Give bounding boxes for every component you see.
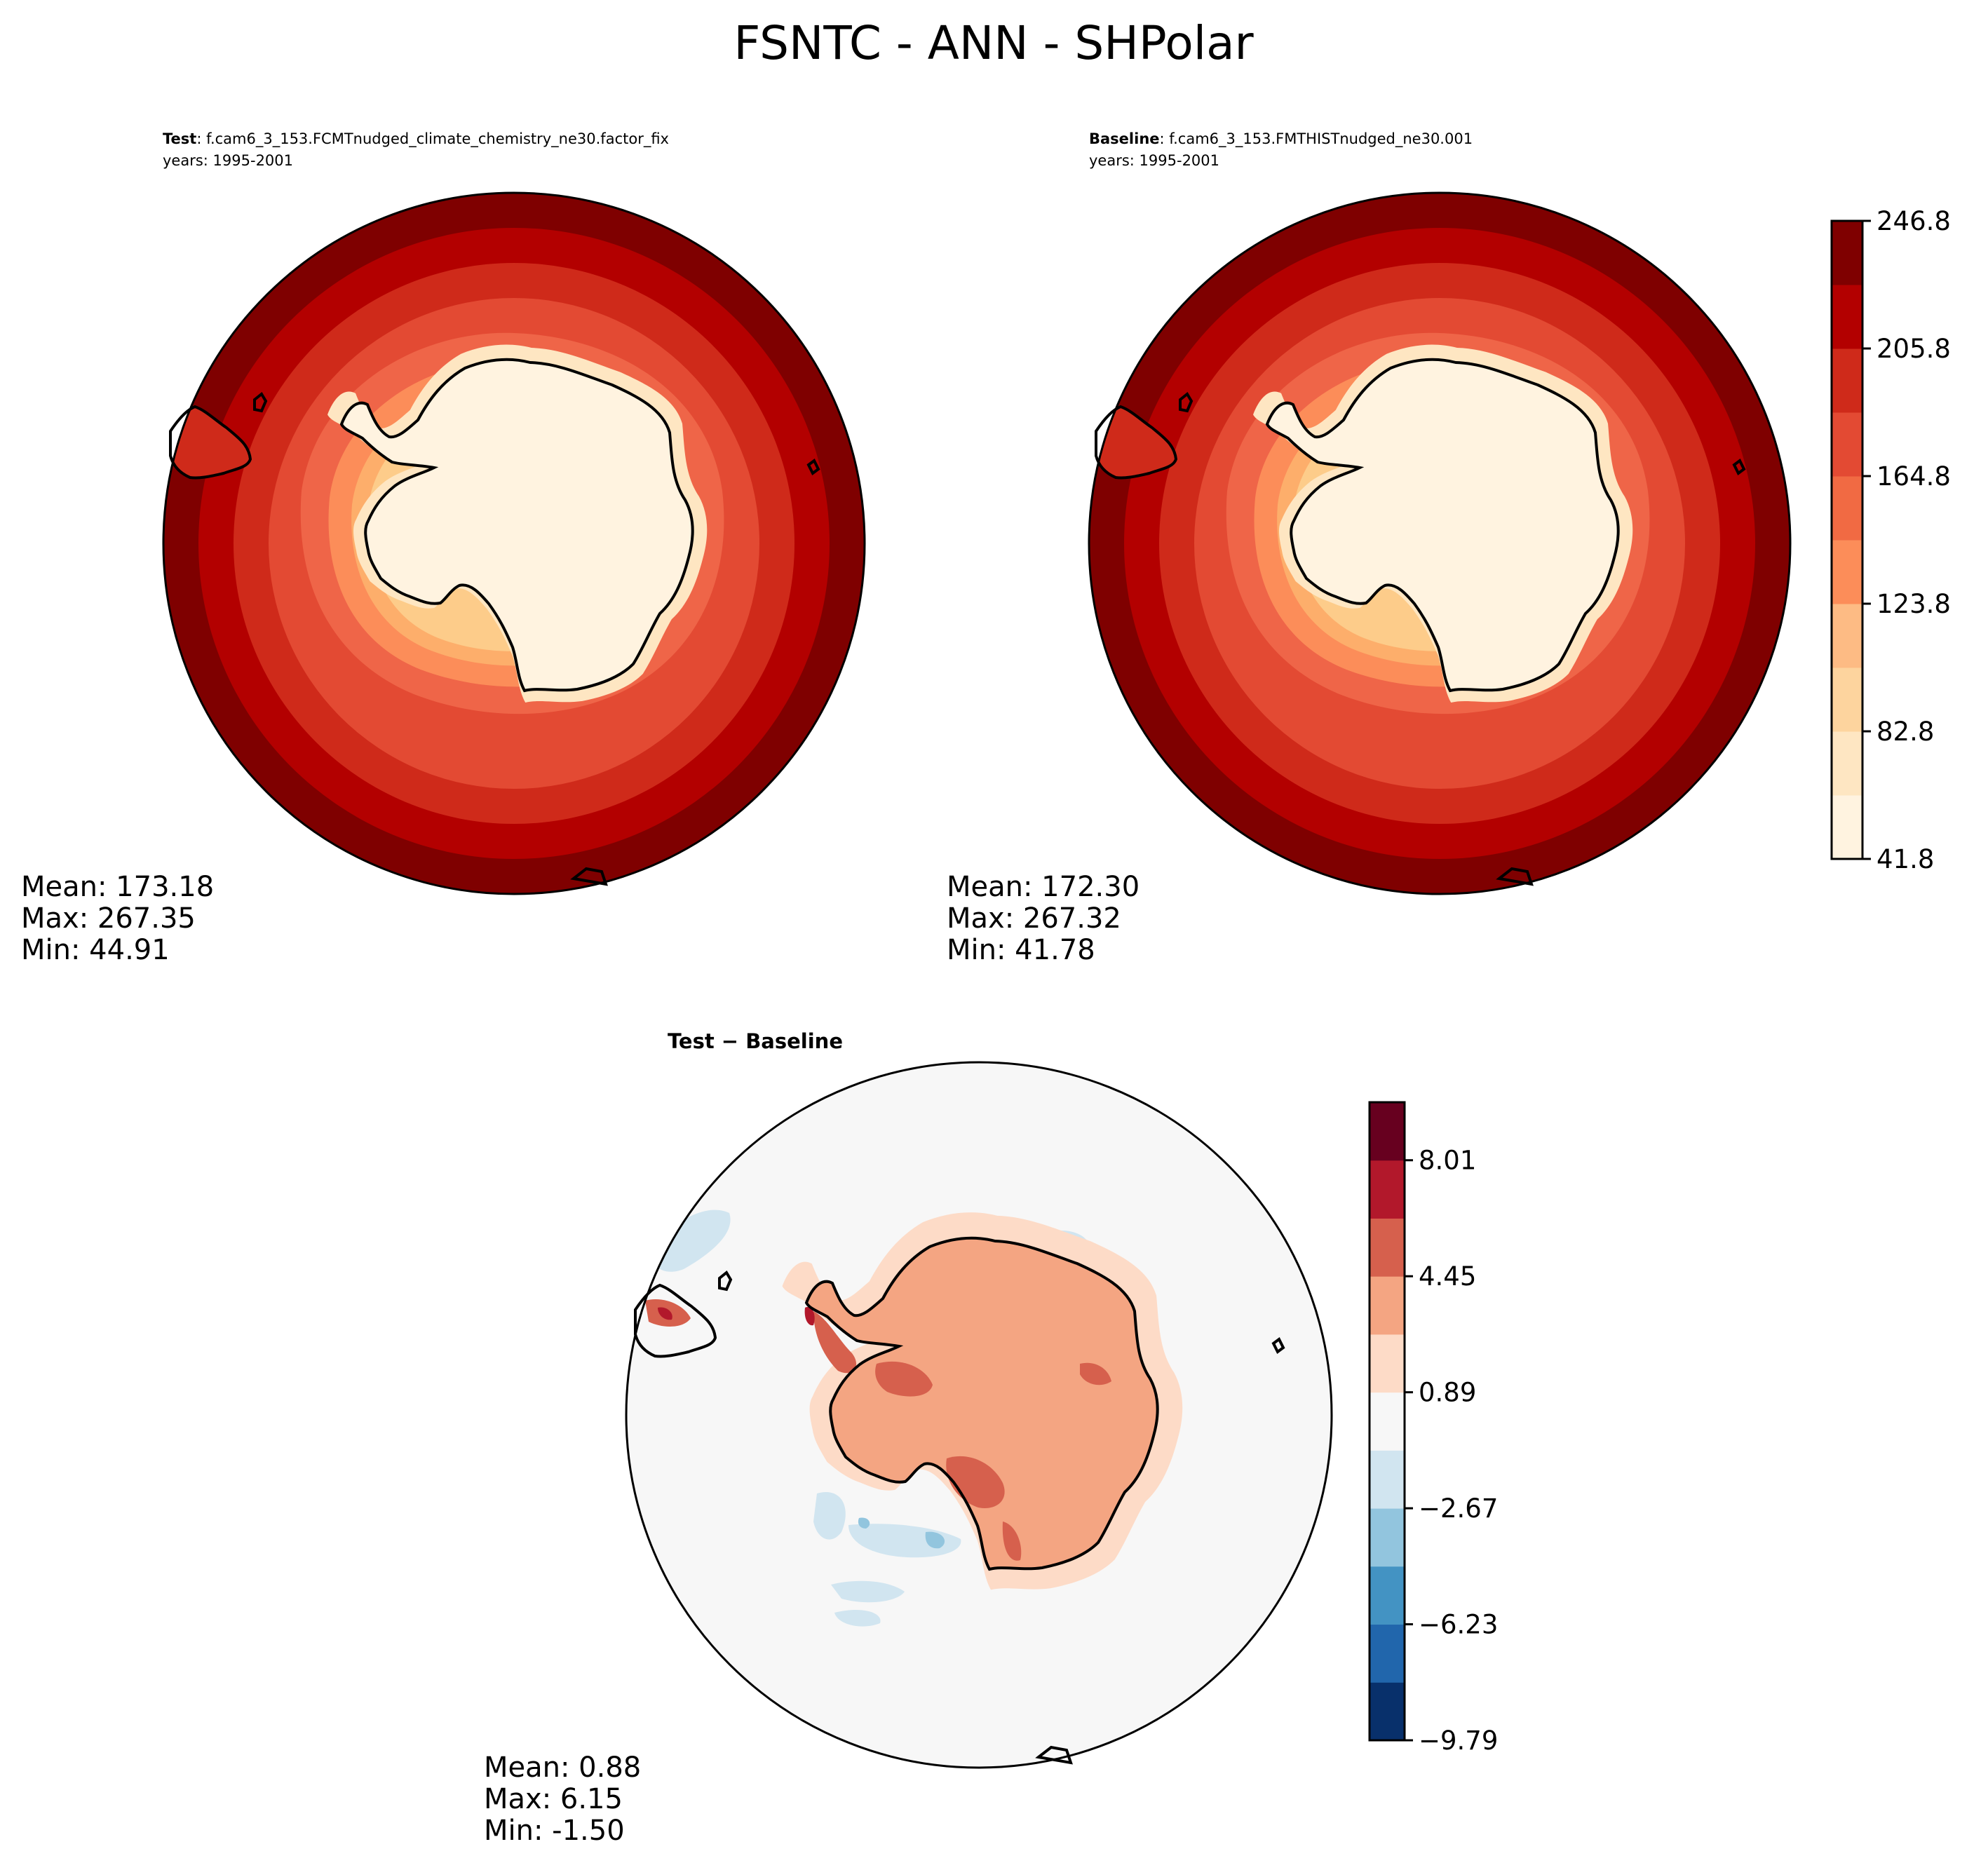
difference-map [626, 1062, 1332, 1768]
difference-colorbar-tick-label: 0.89 [1419, 1378, 1476, 1408]
test-label-name: : f.cam6_3_153.FCMTnudged_climate_chemis… [196, 130, 669, 148]
baseline-colorbar-swatch [1832, 668, 1862, 732]
difference-colorbar-swatch [1370, 1566, 1405, 1625]
baseline-label: Baseline: f.cam6_3_153.FMTHISTnudged_ne3… [1089, 130, 1473, 148]
difference-colorbar: −9.79 −6.23 −2.67 0.89 4.45 8.01 [1368, 1101, 1498, 1756]
baseline-colorbar-swatch [1832, 476, 1862, 541]
test-label-bold: Test [163, 130, 196, 147]
difference-colorbar-swatch [1370, 1392, 1405, 1451]
baseline-colorbar-swatch [1832, 604, 1862, 668]
baseline-colorbar-swatch [1832, 221, 1862, 285]
baseline-years: years: 1995-2001 [1089, 152, 1219, 169]
panel-baseline: Baseline: f.cam6_3_153.FMTHISTnudged_ne3… [947, 130, 1951, 966]
difference-max: Max: 6.15 [484, 1783, 623, 1815]
difference-colorbar-frame [1368, 1101, 1406, 1742]
baseline-map-frame [1088, 191, 1792, 895]
baseline-colorbar-tick-label: 82.8 [1877, 717, 1934, 747]
test-years: years: 1995-2001 [163, 152, 293, 169]
difference-colorbar-tick-label: −6.23 [1419, 1610, 1498, 1640]
baseline-colorbar-swatch [1832, 731, 1862, 796]
difference-colorbar-swatch [1370, 1624, 1405, 1683]
baseline-colorbar: 41.8 82.8 123.8 164.8 205.8 246.8 [1830, 206, 1951, 874]
difference-colorbar-swatch [1370, 1102, 1405, 1161]
test-map-frame [162, 191, 866, 895]
figure-title: FSNTC - ANN - SHPolar [733, 16, 1254, 70]
baseline-colorbar-tick-label: 123.8 [1877, 589, 1951, 619]
baseline-colorbar-swatch [1832, 540, 1862, 604]
difference-colorbar-swatch [1370, 1682, 1405, 1741]
baseline-mean: Mean: 172.30 [947, 871, 1140, 903]
test-map [163, 193, 865, 894]
baseline-colorbar-swatch [1832, 348, 1862, 413]
difference-title: Test − Baseline [668, 1029, 843, 1053]
difference-colorbar-tick-label: 8.01 [1419, 1146, 1476, 1176]
test-mean: Mean: 173.18 [21, 871, 214, 903]
difference-map-frame [625, 1061, 1333, 1769]
baseline-colorbar-tick-label: 164.8 [1877, 461, 1951, 492]
baseline-colorbar-swatch [1832, 285, 1862, 349]
test-min: Min: 44.91 [21, 934, 170, 966]
baseline-colorbar-frame [1830, 219, 1864, 860]
difference-mean: Mean: 0.88 [484, 1752, 641, 1784]
baseline-colorbar-tick-label: 41.8 [1877, 844, 1934, 874]
difference-colorbar-swatch [1370, 1218, 1405, 1277]
baseline-label-bold: Baseline [1089, 130, 1160, 147]
difference-colorbar-tick-label: −2.67 [1419, 1493, 1498, 1524]
test-label: Test: f.cam6_3_153.FCMTnudged_climate_ch… [163, 130, 669, 148]
difference-colorbar-swatch [1370, 1276, 1405, 1335]
baseline-max: Max: 267.32 [947, 902, 1121, 935]
panel-difference: Test − Baseline [484, 1029, 1498, 1847]
difference-colorbar-swatch [1370, 1160, 1405, 1219]
difference-colorbar-tick-label: 4.45 [1419, 1261, 1476, 1292]
baseline-label-name: : f.cam6_3_153.FMTHISTnudged_ne30.001 [1160, 130, 1473, 148]
baseline-colorbar-tick-label: 246.8 [1877, 206, 1951, 236]
baseline-colorbar-swatch [1832, 795, 1862, 860]
difference-colorbar-swatch [1370, 1334, 1405, 1393]
baseline-colorbar-swatch [1832, 412, 1862, 477]
panel-test: Test: f.cam6_3_153.FCMTnudged_climate_ch… [21, 130, 866, 966]
difference-colorbar-swatch [1370, 1508, 1405, 1567]
baseline-min: Min: 41.78 [947, 934, 1095, 966]
difference-colorbar-swatch [1370, 1450, 1405, 1509]
baseline-colorbar-tick-label: 205.8 [1877, 334, 1951, 364]
difference-colorbar-tick-label: −9.79 [1419, 1726, 1498, 1756]
difference-min: Min: -1.50 [484, 1815, 625, 1847]
test-max: Max: 267.35 [21, 902, 196, 935]
